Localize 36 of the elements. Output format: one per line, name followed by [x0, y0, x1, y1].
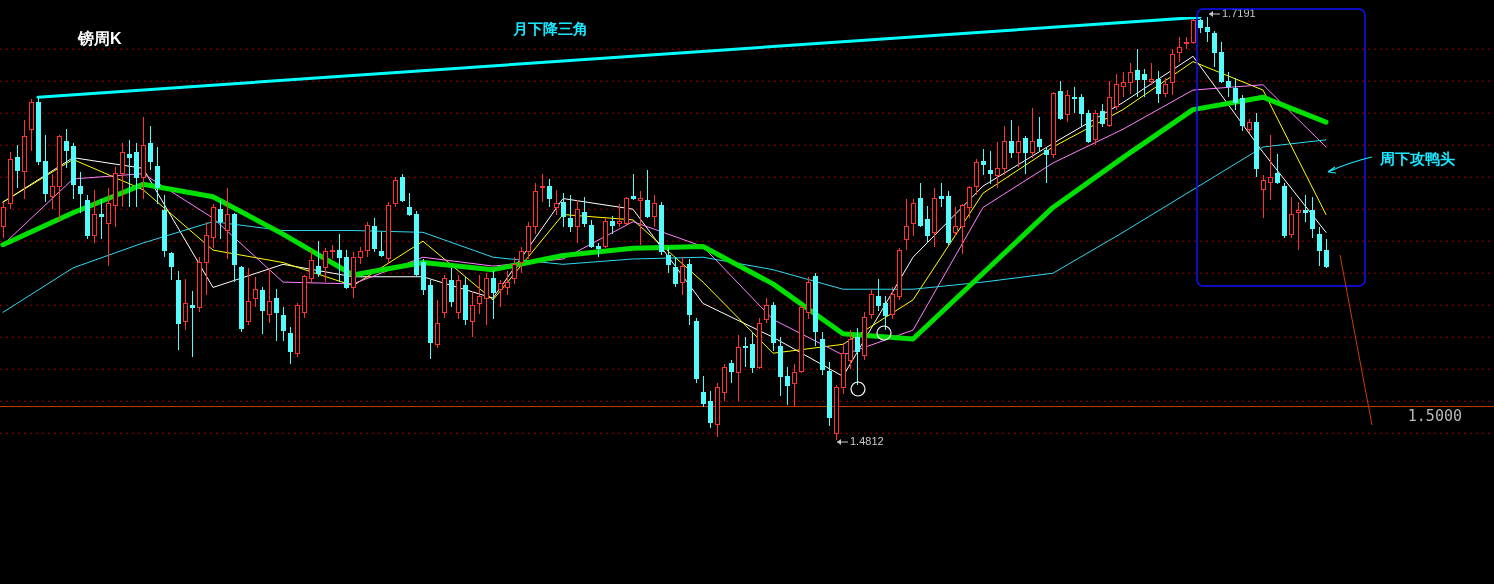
- candlestick: [224, 187, 230, 260]
- candlestick: [1169, 48, 1175, 96]
- candlestick: [469, 290, 475, 338]
- candlestick: [511, 256, 517, 285]
- candlestick: [490, 270, 496, 320]
- candlestick: [539, 173, 545, 203]
- candlestick: [1008, 119, 1014, 159]
- candlestick: [448, 267, 454, 308]
- candlestick: [987, 150, 993, 185]
- candlestick: [217, 199, 223, 240]
- annotation: 1.4812: [850, 435, 884, 447]
- candlestick: [574, 199, 580, 244]
- annotation: 1.7191: [1222, 7, 1256, 19]
- candlestick: [14, 144, 20, 189]
- candlestick: [735, 334, 741, 402]
- candlestick: [1029, 107, 1035, 159]
- candlestick: [931, 187, 937, 248]
- candlestick: [980, 148, 986, 176]
- candlestick: [175, 270, 181, 351]
- candlestick: [140, 116, 146, 200]
- candlestick: [1176, 36, 1182, 63]
- candlestick: [21, 119, 27, 200]
- ref-line-label: 1.5000: [1407, 407, 1462, 426]
- candlestick: [903, 198, 909, 251]
- text: 周下攻鸭头: [1380, 150, 1455, 169]
- candlestick: [854, 327, 860, 386]
- text: 镑周K: [78, 29, 122, 49]
- candlestick: [637, 190, 643, 246]
- candlestick: [553, 189, 559, 216]
- candlestick: [1015, 125, 1021, 168]
- candlestick: [98, 198, 104, 240]
- annotation: 月下降三角: [513, 20, 588, 39]
- candlestick: [77, 171, 83, 214]
- candlestick: [154, 146, 160, 205]
- candlestick: [189, 290, 195, 358]
- candlestick: [686, 258, 692, 326]
